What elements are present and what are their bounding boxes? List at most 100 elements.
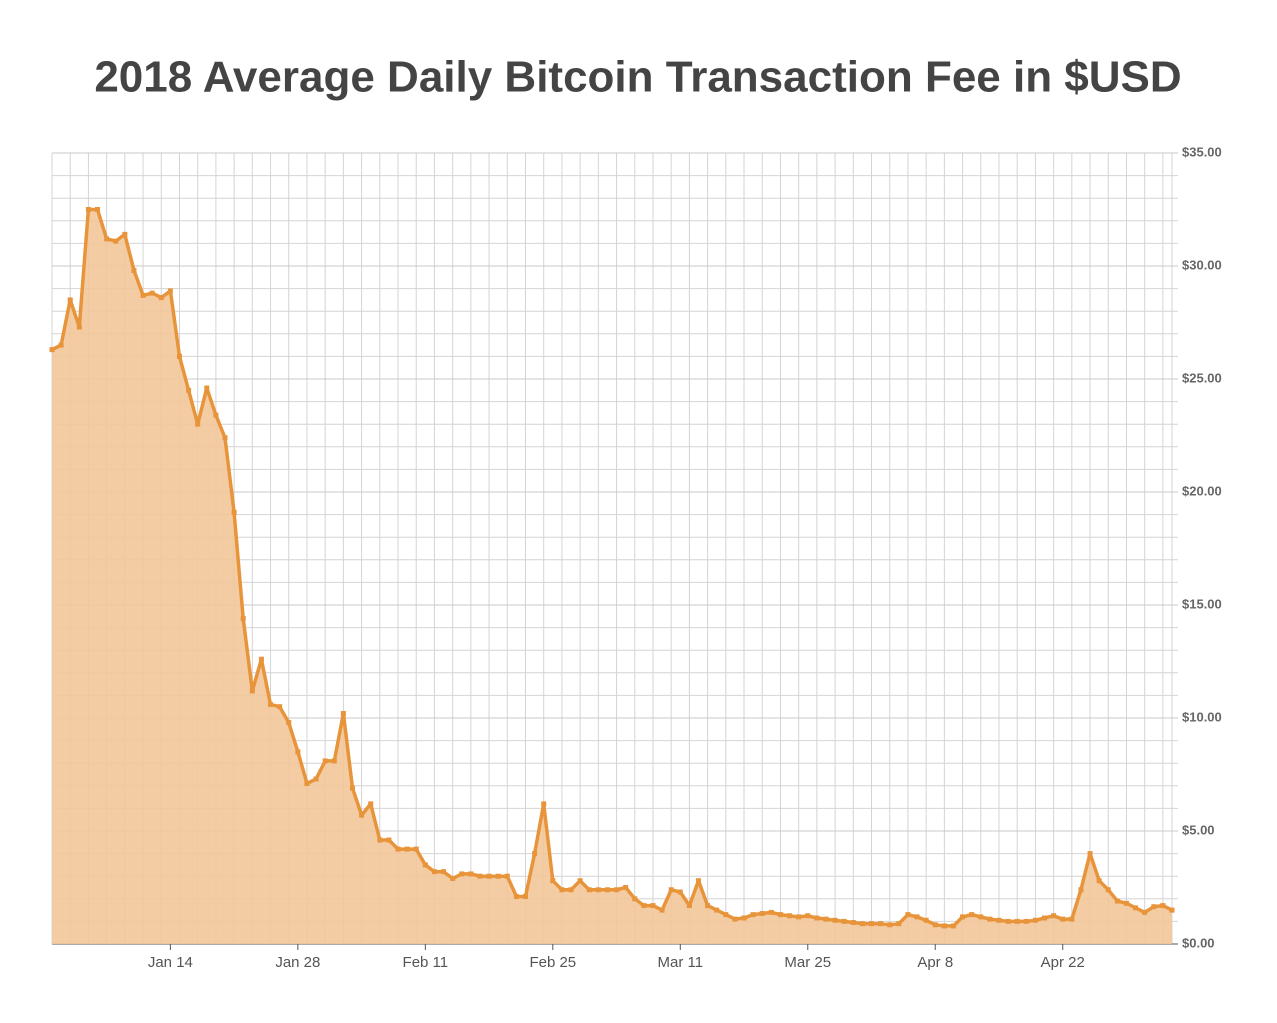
point-marker: [668, 887, 674, 893]
y-tick-label: $5.00: [1182, 822, 1215, 837]
point-marker: [1087, 851, 1093, 857]
point-marker: [614, 887, 620, 893]
y-tick-label: $10.00: [1182, 709, 1222, 724]
point-marker: [677, 889, 683, 895]
point-marker: [577, 878, 583, 884]
point-marker: [377, 837, 383, 843]
point-marker: [258, 656, 264, 662]
point-marker: [759, 910, 765, 916]
point-marker: [313, 776, 319, 782]
point-marker: [650, 903, 656, 909]
point-marker: [823, 916, 829, 922]
point-marker: [104, 236, 110, 242]
point-marker: [231, 509, 237, 515]
point-marker: [914, 914, 920, 920]
point-marker: [176, 353, 182, 359]
point-marker: [404, 846, 410, 852]
point-marker: [686, 903, 692, 909]
point-marker: [268, 701, 274, 707]
point-marker: [568, 887, 574, 893]
y-tick-label: $30.00: [1182, 257, 1222, 272]
y-tick-label: $0.00: [1182, 935, 1215, 950]
point-marker: [1151, 904, 1157, 910]
point-marker: [522, 894, 528, 900]
point-marker: [368, 801, 374, 807]
point-marker: [450, 875, 456, 881]
x-tick-label: Feb 25: [529, 954, 576, 971]
point-marker: [814, 915, 820, 921]
area: [52, 209, 1172, 944]
point-marker: [541, 801, 547, 807]
point-marker: [359, 812, 365, 818]
point-marker: [331, 758, 337, 764]
point-marker: [1023, 918, 1029, 924]
chart-title: 2018 Average Daily Bitcoin Transaction F…: [94, 53, 1181, 102]
point-marker: [969, 912, 975, 918]
x-tick-label: Apr 22: [1041, 954, 1085, 971]
point-marker: [1160, 903, 1166, 909]
x-tick-label: Jan 14: [148, 954, 193, 971]
point-marker: [896, 921, 902, 927]
point-marker: [1096, 878, 1102, 884]
point-marker: [1105, 887, 1111, 893]
point-marker: [869, 921, 875, 927]
point-marker: [295, 749, 301, 755]
point-marker: [486, 873, 492, 879]
point-marker: [741, 915, 747, 921]
point-marker: [1142, 909, 1148, 915]
x-tick-label: Mar 25: [784, 954, 831, 971]
point-marker: [441, 869, 447, 875]
y-tick-label: $35.00: [1182, 144, 1222, 159]
point-marker: [222, 435, 228, 441]
point-marker: [659, 907, 665, 913]
point-marker: [113, 238, 119, 244]
x-tick-label: Feb 11: [403, 954, 449, 971]
point-marker: [1133, 905, 1139, 911]
point-marker: [996, 917, 1002, 923]
point-marker: [395, 846, 401, 852]
point-marker: [768, 909, 774, 915]
point-marker: [340, 710, 346, 716]
point-marker: [58, 342, 64, 348]
point-marker: [158, 295, 164, 301]
point-marker: [304, 781, 310, 787]
point-marker: [905, 912, 911, 918]
point-marker: [750, 912, 756, 918]
point-marker: [559, 887, 565, 893]
point-marker: [732, 916, 738, 922]
point-marker: [932, 922, 938, 928]
point-marker: [131, 268, 137, 274]
point-marker: [1005, 918, 1011, 924]
point-marker: [1051, 913, 1057, 919]
point-marker: [987, 916, 993, 922]
point-marker: [532, 851, 538, 857]
point-marker: [623, 885, 629, 890]
point-marker: [286, 720, 292, 726]
point-marker: [1014, 918, 1020, 924]
point-marker: [878, 921, 884, 927]
point-marker: [122, 231, 128, 237]
point-marker: [950, 923, 956, 929]
point-marker: [586, 887, 592, 893]
point-marker: [941, 923, 947, 929]
point-marker: [923, 917, 929, 923]
point-marker: [1060, 916, 1066, 922]
point-marker: [1114, 898, 1120, 904]
point-marker: [887, 922, 893, 928]
point-marker: [513, 894, 519, 900]
x-tick-label: Mar 11: [658, 954, 704, 971]
point-marker: [805, 913, 811, 919]
point-marker: [85, 207, 91, 212]
point-marker: [468, 871, 474, 877]
point-marker: [504, 873, 510, 879]
point-marker: [723, 912, 729, 918]
point-marker: [213, 412, 219, 418]
point-marker: [550, 878, 556, 884]
x-tick-label: Jan 28: [275, 954, 320, 971]
point-marker: [459, 871, 465, 877]
point-marker: [978, 914, 984, 920]
y-tick-label: $25.00: [1182, 370, 1222, 385]
x-tick-label: Apr 8: [917, 954, 953, 971]
point-marker: [95, 207, 101, 212]
